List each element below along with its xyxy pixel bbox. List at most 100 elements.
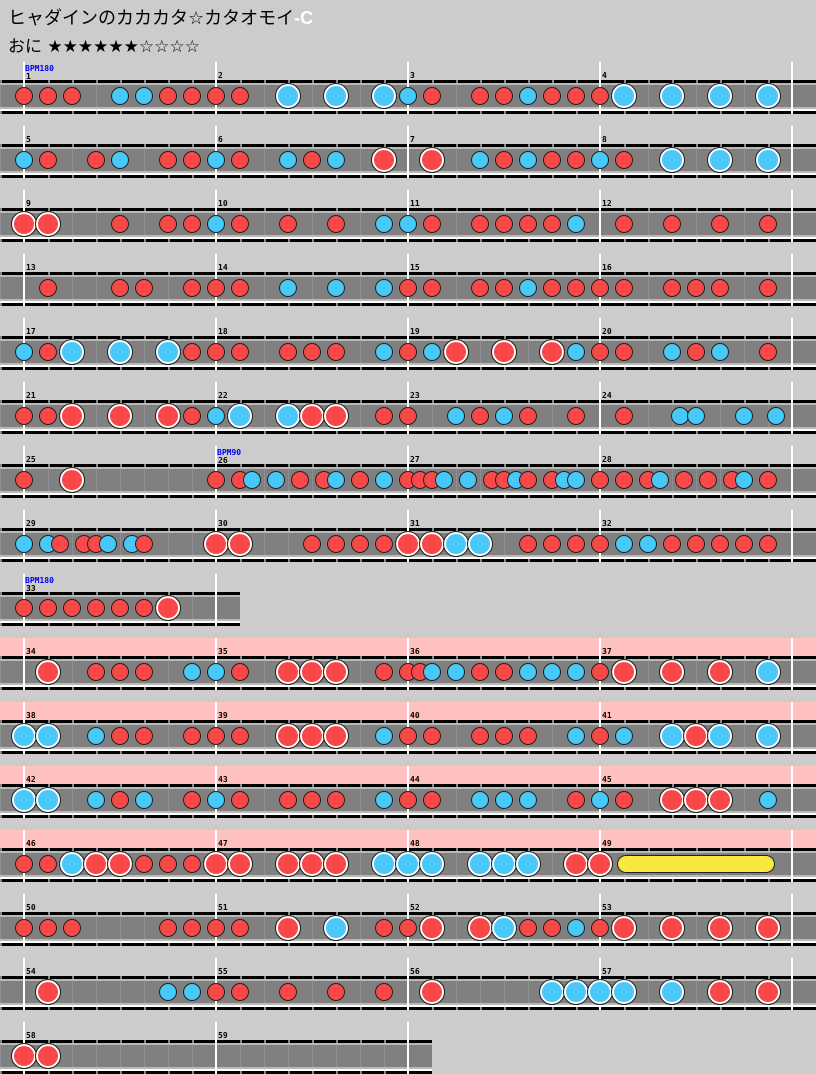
beat-tick bbox=[552, 848, 554, 851]
big-don-note bbox=[611, 915, 637, 941]
beat-tick bbox=[120, 1040, 122, 1043]
beat-gridline bbox=[504, 981, 505, 1003]
beat-gridline bbox=[456, 981, 457, 1003]
beat-tick bbox=[72, 848, 74, 851]
big-ka-note bbox=[755, 659, 781, 685]
beat-tick bbox=[240, 879, 242, 882]
beat-tick bbox=[528, 208, 530, 211]
beat-tick bbox=[360, 144, 362, 147]
don-note bbox=[471, 407, 489, 425]
don-note bbox=[759, 279, 777, 297]
beat-gridline bbox=[144, 405, 145, 427]
measure-number: 45 bbox=[602, 775, 612, 784]
beat-tick bbox=[624, 144, 626, 147]
beat-tick bbox=[672, 720, 674, 723]
beat-tick bbox=[96, 495, 98, 498]
don-note bbox=[375, 983, 393, 1001]
beat-tick bbox=[168, 495, 170, 498]
ka-note bbox=[471, 791, 489, 809]
don-note bbox=[375, 407, 393, 425]
beat-tick bbox=[432, 687, 434, 690]
beat-tick bbox=[624, 879, 626, 882]
beat-tick bbox=[504, 303, 506, 306]
beat-tick bbox=[696, 879, 698, 882]
big-don-note bbox=[299, 723, 325, 749]
big-ka-note bbox=[659, 83, 685, 109]
beat-tick bbox=[456, 1007, 458, 1010]
beat-tick bbox=[480, 1007, 482, 1010]
beat-tick bbox=[96, 1007, 98, 1010]
beat-gridline bbox=[696, 149, 697, 171]
don-note bbox=[159, 151, 177, 169]
beat-tick bbox=[768, 303, 770, 306]
ka-note bbox=[495, 791, 513, 809]
don-note bbox=[615, 151, 633, 169]
beat-tick bbox=[672, 400, 674, 403]
beat-tick bbox=[552, 943, 554, 946]
big-don-note bbox=[467, 915, 493, 941]
beat-gridline bbox=[360, 213, 361, 235]
beat-tick bbox=[504, 751, 506, 754]
don-note bbox=[375, 663, 393, 681]
beat-gridline bbox=[264, 533, 265, 555]
measure-number: 44 bbox=[410, 775, 420, 784]
beat-tick bbox=[48, 1040, 50, 1043]
beat-tick bbox=[528, 976, 530, 979]
beat-tick bbox=[480, 656, 482, 659]
big-don-note bbox=[707, 787, 733, 813]
beat-gridline bbox=[648, 725, 649, 747]
beat-tick bbox=[648, 656, 650, 659]
beat-tick bbox=[432, 208, 434, 211]
don-note bbox=[15, 407, 33, 425]
beat-tick bbox=[120, 879, 122, 882]
ka-note bbox=[375, 215, 393, 233]
beat-tick bbox=[576, 239, 578, 242]
beat-gridline bbox=[528, 981, 529, 1003]
measure-barline bbox=[791, 318, 793, 370]
ka-note bbox=[207, 215, 225, 233]
don-note bbox=[159, 855, 177, 873]
beat-tick bbox=[552, 784, 554, 787]
don-note bbox=[495, 215, 513, 233]
beat-tick bbox=[288, 976, 290, 979]
beat-tick bbox=[336, 80, 338, 83]
beat-tick bbox=[504, 784, 506, 787]
big-ka-note bbox=[35, 787, 61, 813]
beat-tick bbox=[72, 464, 74, 467]
beat-tick bbox=[504, 559, 506, 562]
beat-tick bbox=[336, 815, 338, 818]
measure-number: 11 bbox=[410, 199, 420, 208]
beat-tick bbox=[288, 111, 290, 114]
measure-barline bbox=[791, 894, 793, 946]
beat-tick bbox=[192, 976, 194, 979]
beat-tick bbox=[432, 976, 434, 979]
don-note bbox=[279, 215, 297, 233]
beat-tick bbox=[456, 943, 458, 946]
beat-tick bbox=[624, 464, 626, 467]
beat-tick bbox=[288, 208, 290, 211]
beat-tick bbox=[552, 239, 554, 242]
big-ka-note bbox=[395, 851, 421, 877]
beat-tick bbox=[504, 815, 506, 818]
big-don-note bbox=[203, 531, 229, 557]
beat-tick bbox=[120, 175, 122, 178]
ka-note bbox=[327, 471, 345, 489]
big-don-note bbox=[11, 1043, 37, 1069]
big-don-note bbox=[707, 915, 733, 941]
beat-tick bbox=[48, 912, 50, 915]
beat-tick bbox=[360, 976, 362, 979]
big-ka-note bbox=[275, 403, 301, 429]
beat-tick bbox=[0, 175, 2, 178]
beat-tick bbox=[552, 495, 554, 498]
difficulty-line: おに ★★★★★★☆☆☆☆ bbox=[8, 35, 313, 59]
beat-gridline bbox=[360, 789, 361, 811]
beat-tick bbox=[456, 528, 458, 531]
beat-tick bbox=[336, 879, 338, 882]
beat-gridline bbox=[696, 469, 697, 491]
beat-tick bbox=[648, 111, 650, 114]
don-note bbox=[399, 919, 417, 937]
beat-tick bbox=[96, 336, 98, 339]
beat-tick bbox=[480, 687, 482, 690]
don-note bbox=[183, 727, 201, 745]
beat-tick bbox=[480, 943, 482, 946]
